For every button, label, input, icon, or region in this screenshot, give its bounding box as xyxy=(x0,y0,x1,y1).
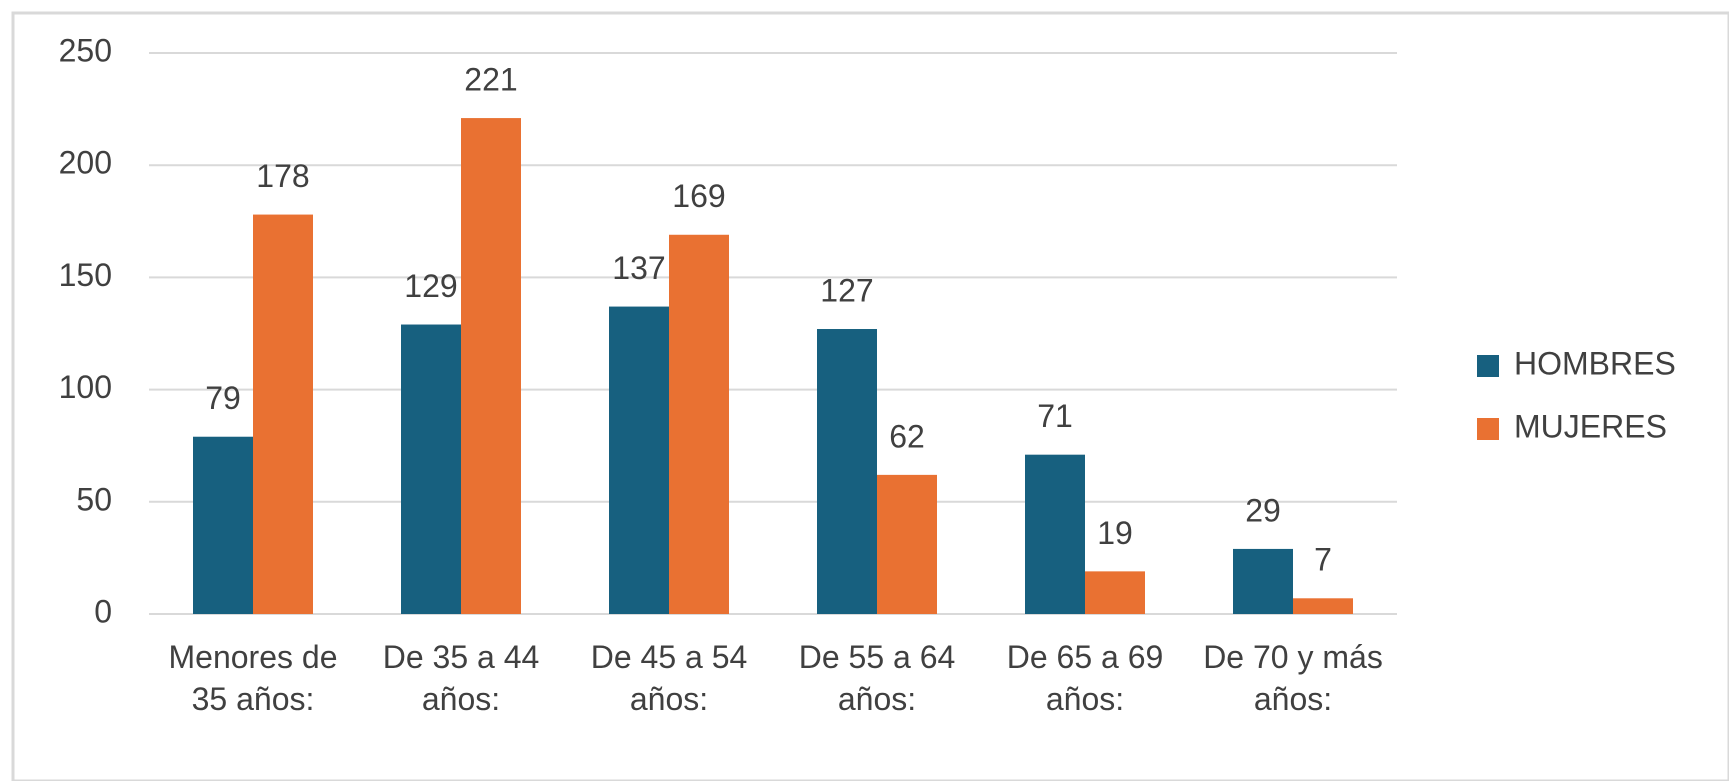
x-label-box: De 35 a 44 años: xyxy=(382,639,540,717)
data-label: 169 xyxy=(672,178,725,214)
bar xyxy=(1085,571,1145,614)
data-label: 79 xyxy=(205,380,241,416)
y-tick-label: 0 xyxy=(94,593,112,629)
x-label-box: Menores de 35 años: xyxy=(168,639,338,717)
chart-frame xyxy=(11,11,1729,781)
x-tick-label: De 45 a 54 años: xyxy=(590,639,748,717)
x-label-box: De 55 a 64 años: xyxy=(798,639,956,717)
y-tick-label: 250 xyxy=(59,32,112,68)
data-label: 19 xyxy=(1097,515,1133,551)
x-tick-label: De 55 a 64 años: xyxy=(798,639,956,717)
data-label: 129 xyxy=(404,268,457,304)
bar xyxy=(669,234,729,615)
y-tick-label: 50 xyxy=(76,481,112,517)
data-label: 62 xyxy=(889,418,925,454)
bar xyxy=(1233,548,1293,614)
bar xyxy=(877,474,937,614)
bar xyxy=(193,436,253,614)
bar xyxy=(1025,454,1085,614)
bar xyxy=(817,329,877,614)
bar xyxy=(609,306,669,614)
data-label: 221 xyxy=(464,62,517,98)
x-tick-label: Menores de 35 años: xyxy=(168,639,338,717)
x-tick-label: De 65 a 69 años: xyxy=(1006,639,1164,717)
data-label: 127 xyxy=(820,272,873,308)
x-tick-label: De 70 y más años: xyxy=(1203,639,1383,717)
data-label: 71 xyxy=(1037,398,1073,434)
x-label-box: De 45 a 54 años: xyxy=(590,639,748,717)
y-tick-label: 200 xyxy=(59,145,112,181)
bar xyxy=(253,214,313,614)
data-label: 178 xyxy=(256,158,309,194)
x-label-box: De 70 y más años: xyxy=(1203,639,1383,717)
bar xyxy=(401,324,461,614)
bar xyxy=(1293,598,1353,614)
data-label: 137 xyxy=(612,250,665,286)
legend-swatch xyxy=(1477,355,1499,377)
bar xyxy=(461,118,521,615)
y-tick-label: 150 xyxy=(59,257,112,293)
y-tick-label: 100 xyxy=(59,369,112,405)
x-label-box: De 65 a 69 años: xyxy=(1006,639,1164,717)
data-label: 7 xyxy=(1314,542,1332,578)
legend-label: HOMBRES xyxy=(1514,345,1676,381)
data-label: 29 xyxy=(1245,492,1281,528)
legend-swatch xyxy=(1477,418,1499,440)
legend-label: MUJERES xyxy=(1514,408,1667,444)
x-tick-label: De 35 a 44 años: xyxy=(382,639,540,717)
